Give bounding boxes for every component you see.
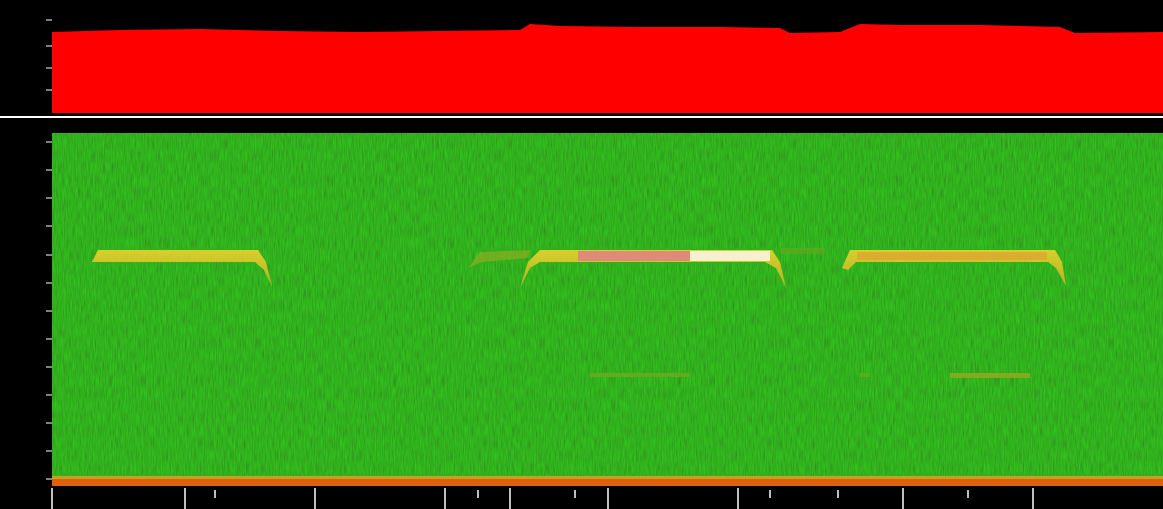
power-trace: [52, 24, 1163, 113]
bottom-axis-ticks: [51, 488, 1034, 509]
signal-peak: [690, 251, 770, 261]
harmonic: [860, 373, 870, 377]
harmonic: [950, 373, 1030, 378]
spectrogram-noise: [52, 133, 1163, 478]
signal-burst: [92, 250, 272, 287]
signal-peak: [578, 251, 690, 261]
signal-peak: [857, 252, 1047, 260]
left-axis-ticks: [46, 19, 52, 480]
signal-residual: [780, 248, 825, 254]
harmonic: [590, 373, 690, 377]
baseline-band: [52, 479, 1163, 486]
baseline-band: [52, 476, 1163, 480]
signal-burst: [468, 250, 530, 268]
